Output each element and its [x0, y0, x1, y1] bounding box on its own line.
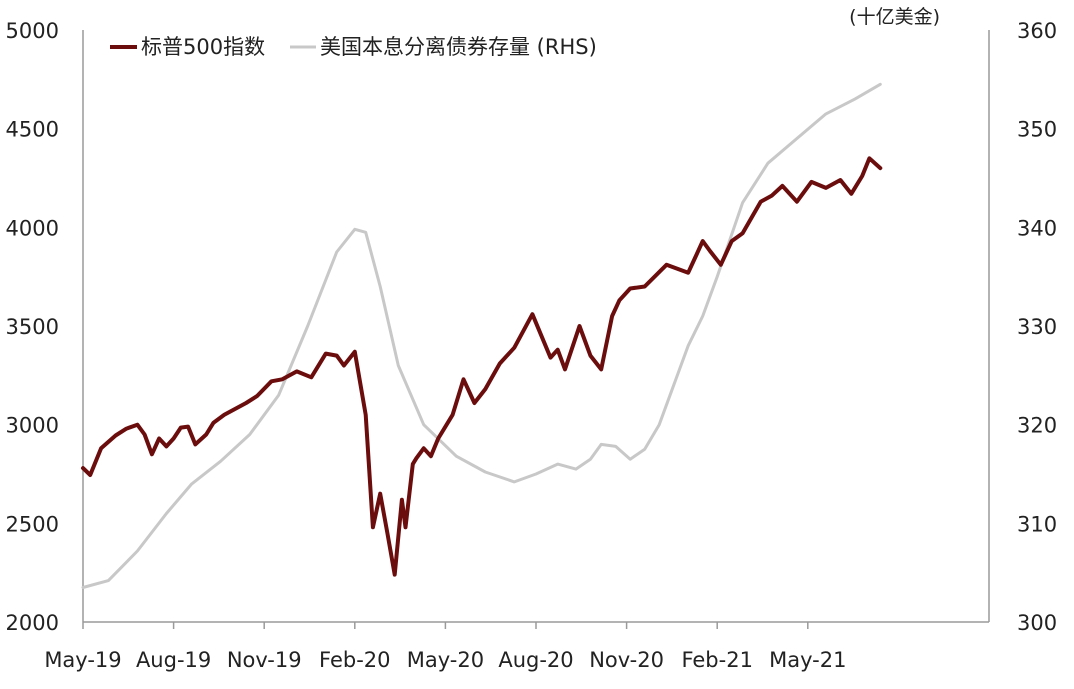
y-left-ticks: 2000 2500 3000 3500 4000 4500 5000: [6, 19, 59, 635]
y-left-tick-label: 5000: [6, 19, 59, 43]
x-tick-label: May-20: [407, 648, 484, 672]
x-tick-label: May-21: [769, 648, 846, 672]
y-right-tick-label: 340: [1017, 216, 1057, 240]
y-right-tick-label: 360: [1017, 19, 1057, 43]
x-tick-label: Nov-20: [589, 648, 664, 672]
y-left-tick-label: 4000: [6, 216, 59, 240]
x-ticks: May-19 Aug-19 Nov-19 Feb-20 May-20 Aug-20 Nov-…: [44, 622, 846, 672]
series-layer: [81, 82, 883, 589]
y-right-tick-label: 350: [1017, 118, 1057, 142]
y-left-tick-label: 2500: [6, 512, 59, 536]
y-right-ticks: 300 310 320 330 340 350 360: [1017, 19, 1057, 635]
y-right-tick-label: 310: [1017, 512, 1057, 536]
series-line-spx: [81, 156, 883, 577]
y-right-tick-label: 330: [1017, 315, 1057, 339]
x-tick-label: Nov-19: [227, 648, 302, 672]
x-tick-label: Feb-20: [319, 648, 390, 672]
x-tick-label: Aug-19: [136, 648, 211, 672]
y-right-tick-label: 320: [1017, 414, 1057, 438]
y-left-tick-label: 3000: [6, 414, 59, 438]
legend-label-debt: 美国本息分离债券存量 (RHS): [320, 35, 597, 59]
legend-label-spx: 标普500指数: [141, 35, 265, 59]
x-tick-label: Feb-21: [681, 648, 752, 672]
y-left-tick-label: 4500: [6, 118, 59, 142]
right-axis-unit-label: (十亿美金): [849, 6, 940, 28]
legend: 标普500指数 美国本息分离债券存量 (RHS): [110, 35, 597, 59]
y-right-tick-label: 300: [1017, 611, 1057, 635]
y-left-tick-label: 3500: [6, 315, 59, 339]
x-tick-label: May-19: [44, 648, 121, 672]
y-left-tick-label: 2000: [6, 611, 59, 635]
x-tick-label: Aug-20: [498, 648, 573, 672]
series-line-debt: [81, 82, 882, 589]
